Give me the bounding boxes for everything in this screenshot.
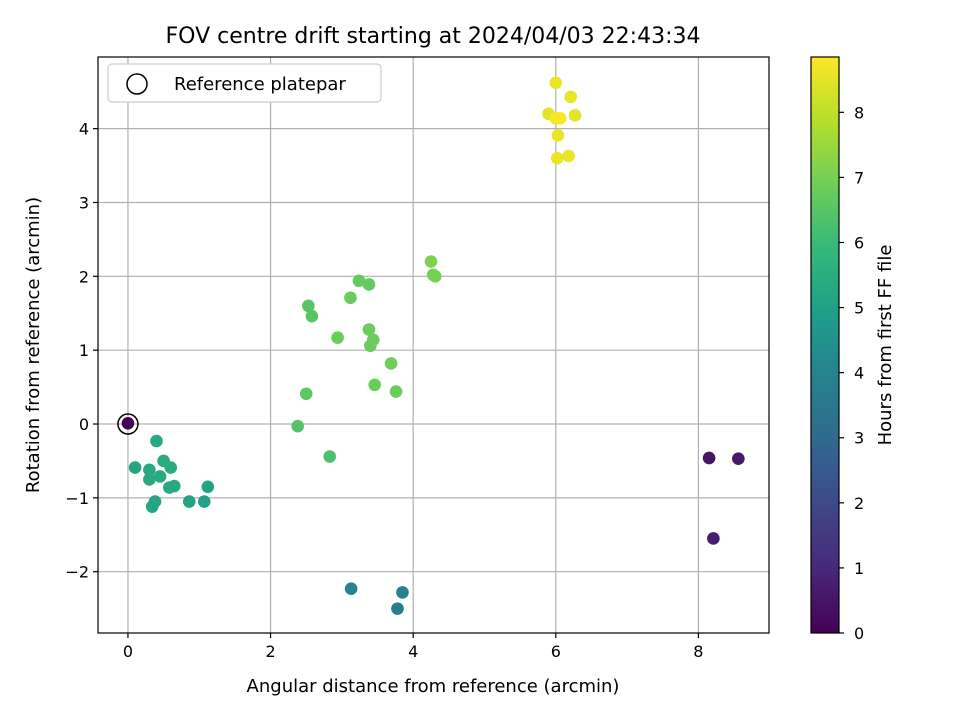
x-ticks: 0 2 4 6 8 [123,633,703,661]
data-point [707,532,720,545]
colorbar-tick-label: 3 [854,429,864,448]
colorbar-tick-label: 4 [854,364,864,383]
data-point [153,470,167,483]
data-point [164,461,178,474]
y-axis-label: Rotation from reference (arcmin) [23,197,44,493]
legend-entry-reference: Reference platepar [174,74,346,95]
data-point [391,602,404,615]
y-tick-label: 4 [79,120,89,139]
data-point [428,270,442,283]
x-tick-label: 8 [693,642,703,661]
x-tick-label: 0 [123,642,133,661]
y-tick-label: 1 [79,341,89,360]
data-point [344,291,357,305]
data-point [551,128,565,142]
data-point [323,450,337,463]
x-tick-label: 2 [265,642,275,661]
plot-area: 0 2 4 6 8 −2 −1 0 1 2 3 4 [65,56,770,661]
data-point [143,463,156,477]
data-point [344,582,358,595]
data-point [549,76,563,90]
reference-marker [117,413,139,435]
y-ticks: −2 −1 0 1 2 3 4 [65,120,98,582]
y-tick-label: −2 [65,563,89,582]
data-point [291,419,304,433]
colorbar-ticks: 0 1 2 3 4 5 6 7 8 [839,103,864,643]
legend-box [107,63,382,103]
colorbar-tick-label: 8 [854,103,864,122]
data-point [150,434,163,448]
data-point [732,452,745,466]
x-axis-label: Angular distance from reference (arcmin) [247,676,620,697]
data-point [368,378,381,392]
colorbar-gradient [810,56,840,634]
chart-title: FOV centre drift starting at 2024/04/03 … [166,24,701,49]
data-point [299,387,313,401]
y-tick-label: 0 [79,415,89,434]
legend: Reference platepar [107,63,382,103]
data-point [564,90,578,104]
data-point [331,331,344,344]
x-tick-label: 4 [408,642,418,661]
data-point [424,255,438,268]
points-layer [117,76,745,615]
data-point [568,109,582,122]
grid [98,57,769,633]
colorbar-tick-label: 5 [854,299,864,318]
data-point [163,481,176,494]
y-tick-label: −1 [65,489,89,508]
data-point [201,480,215,494]
data-point [389,385,403,398]
data-point [396,586,409,599]
data-point [362,323,376,336]
data-point [702,451,716,465]
y-tick-label: 2 [79,267,89,286]
x-tick-label: 6 [551,642,561,661]
data-point [182,495,196,508]
colorbar: 0 1 2 3 4 5 6 7 8 Hours from first FF file [810,56,896,643]
colorbar-tick-label: 6 [854,233,864,252]
data-point [197,495,211,508]
data-point [364,339,377,353]
data-point [362,278,376,291]
plot-background [98,57,769,633]
data-point [384,357,398,370]
data-point [553,111,567,125]
plot-frame [97,56,770,634]
data-point [352,274,366,288]
y-tick-label: 3 [79,193,89,212]
colorbar-tick-label: 1 [854,559,864,578]
data-point [302,299,315,313]
colorbar-tick-label: 0 [854,624,864,643]
data-point [143,473,156,486]
data-point [550,151,564,165]
data-point [128,461,142,474]
legend-reference-marker [126,73,148,95]
data-point [145,500,159,514]
data-point [305,309,319,323]
data-point [562,149,575,163]
colorbar-tick-label: 2 [854,494,864,513]
colorbar-label: Hours from first FF file [875,245,896,446]
data-point [121,416,135,430]
colorbar-tick-label: 7 [854,168,864,187]
